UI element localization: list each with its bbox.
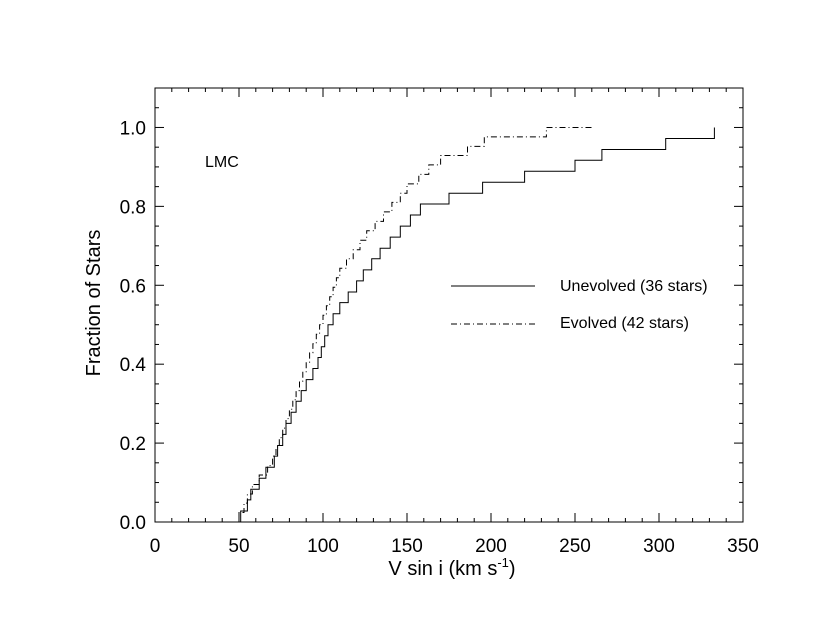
y-tick-label: 0.0 bbox=[120, 513, 146, 534]
y-tick-label: 0.8 bbox=[120, 197, 146, 218]
x-tick-label: 150 bbox=[391, 536, 423, 557]
series-unevolved-line bbox=[240, 127, 715, 522]
series-group bbox=[238, 127, 715, 522]
series-evolved-line bbox=[238, 127, 592, 522]
y-tick-label: 1.0 bbox=[120, 118, 146, 139]
x-tick-label: 250 bbox=[559, 536, 591, 557]
x-tick-label: 350 bbox=[727, 536, 759, 557]
y-tick-label: 0.2 bbox=[120, 434, 146, 455]
y-tick-label: 0.6 bbox=[120, 276, 146, 297]
x-tick-label: 100 bbox=[307, 536, 339, 557]
y-tick-label: 0.4 bbox=[120, 355, 147, 376]
y-tick-labels: 0.0 0.2 0.4 0.6 0.8 1.0 bbox=[120, 118, 147, 534]
x-tick-label: 200 bbox=[475, 536, 507, 557]
plot-area bbox=[154, 87, 744, 523]
legend-label-unevolved: Unevolved (36 stars) bbox=[560, 278, 708, 295]
x-tick-labels: 0 50 100 150 200 250 300 350 bbox=[150, 536, 759, 557]
x-tick-label: 0 bbox=[150, 536, 161, 557]
legend: Unevolved (36 stars) Evolved (42 stars) bbox=[451, 278, 708, 332]
annotation-lmc: LMC bbox=[205, 154, 239, 171]
plot-frame bbox=[154, 87, 744, 523]
legend-label-evolved: Evolved (42 stars) bbox=[560, 315, 689, 332]
y-axis-label: Fraction of Stars bbox=[83, 230, 105, 377]
axis-ticks bbox=[154, 87, 744, 523]
x-axis-label: V sin i (km s-1) bbox=[388, 555, 515, 580]
x-tick-label: 300 bbox=[643, 536, 675, 557]
x-tick-label: 50 bbox=[228, 536, 249, 557]
